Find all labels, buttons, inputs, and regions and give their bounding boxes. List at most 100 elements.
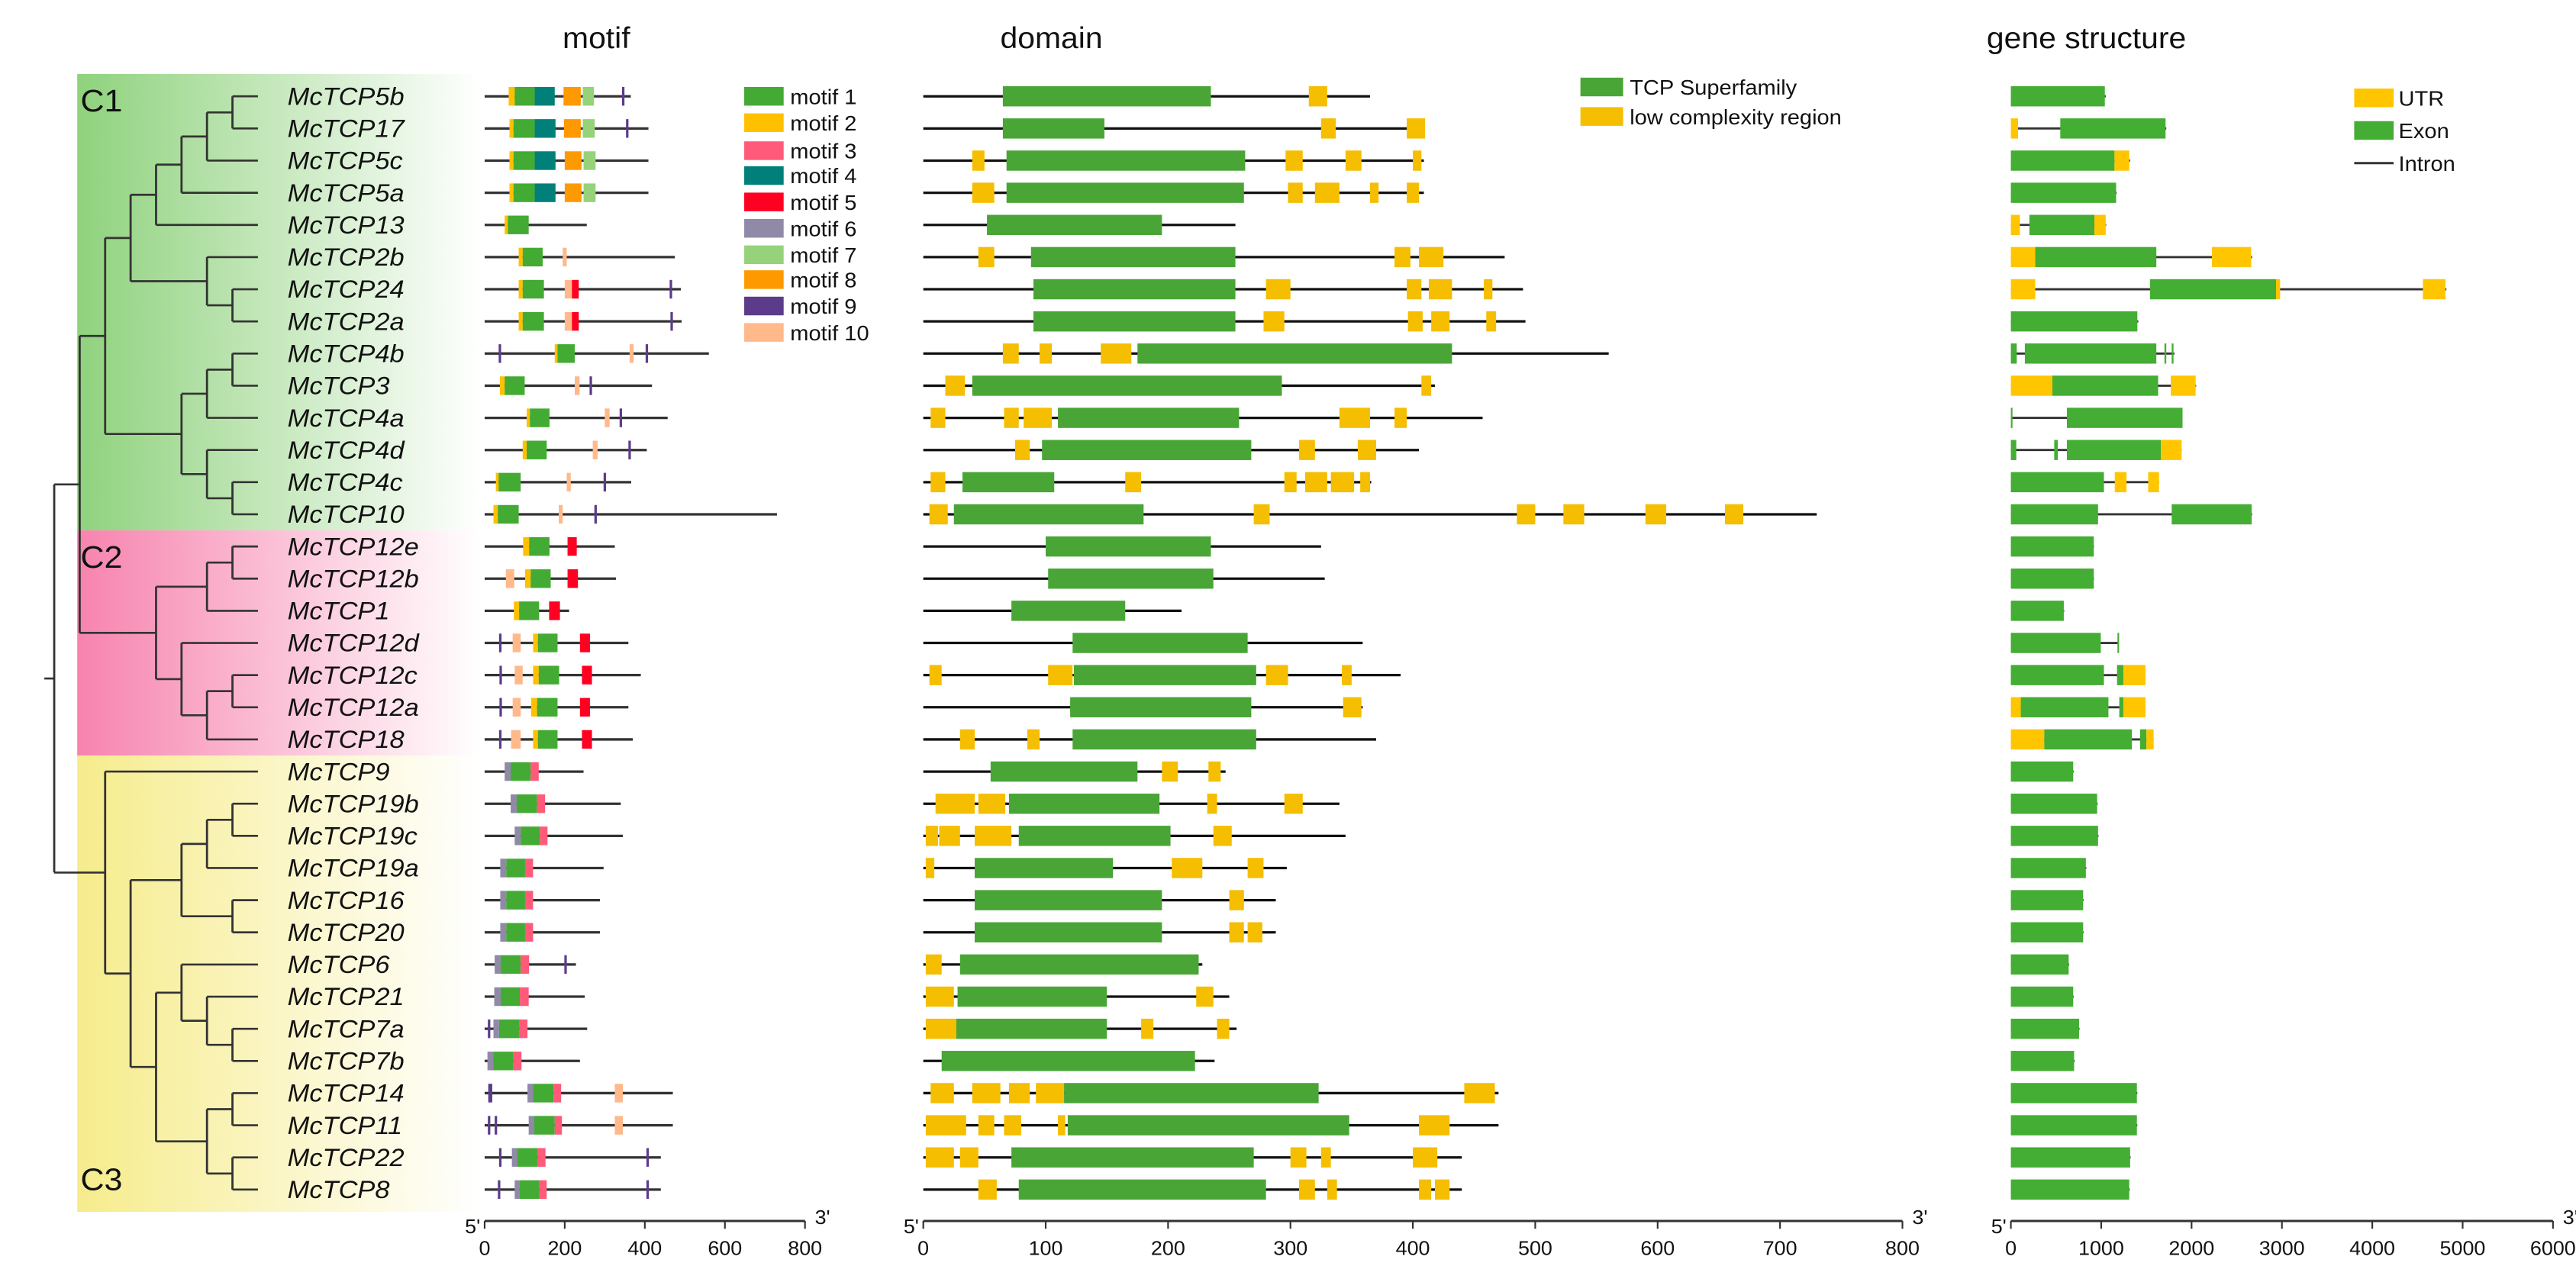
tcp-domain-block (1042, 440, 1252, 460)
motif-2-block (533, 730, 538, 749)
domain-row (923, 375, 1435, 396)
motif-9-block (488, 1116, 491, 1135)
motif-6-block (528, 1116, 535, 1135)
gene-name-label: McTCP17 (288, 115, 405, 143)
gene-name-label: McTCP5b (288, 83, 405, 111)
domain-row (923, 697, 1363, 718)
clade-c1-background (77, 73, 480, 531)
motif-9-block (499, 697, 502, 717)
gene-structure-row (2010, 311, 2139, 332)
domain-row (923, 279, 1523, 300)
tcp-domain-block (1006, 182, 1244, 203)
gene-name-label: McTCP22 (288, 1145, 405, 1172)
legend-swatch (1580, 107, 1623, 126)
motif-2-block (527, 408, 530, 427)
legend-label: UTR (2399, 86, 2445, 110)
gene-name-label: McTCP7b (288, 1048, 405, 1075)
tcp-domain-block (1137, 343, 1452, 364)
axis-tick-label: 0 (917, 1237, 929, 1259)
motif-1-block (522, 247, 543, 267)
low-complexity-block (1002, 343, 1019, 364)
domain-row (923, 343, 1609, 364)
gene-name-label: McTCP14 (288, 1080, 405, 1107)
motif-2-block (505, 215, 508, 234)
legend-swatch (2354, 89, 2394, 108)
motif-3-block (539, 1180, 547, 1200)
motif-1-block (534, 1116, 555, 1135)
low-complexity-block (1419, 1115, 1450, 1136)
legend-label: motif 5 (790, 191, 856, 214)
motif-1-block (498, 504, 519, 524)
tcp-domain-block (1011, 601, 1126, 621)
tcp-domain-block (953, 504, 1144, 525)
exon-block (2010, 472, 2104, 493)
exon-block (2010, 408, 2013, 428)
low-complexity-block (1247, 858, 1264, 878)
motif-row (484, 762, 584, 781)
domain-row (923, 85, 1370, 107)
legend-label: motif 1 (790, 85, 856, 108)
exon-block (2010, 182, 2117, 203)
motif-2-block (523, 536, 530, 556)
exon-block (2010, 986, 2074, 1007)
motif-2-block (518, 247, 523, 267)
legend-item-motif-4: motif 4 (744, 164, 856, 188)
motif-6-block (495, 955, 501, 974)
domain-row (923, 922, 1276, 942)
gene-name-label: McTCP7a (288, 1016, 405, 1043)
exon-block (2010, 954, 2069, 975)
domain-panel (923, 85, 1817, 1200)
exon-block (2117, 633, 2120, 653)
motif-9-block (646, 1180, 650, 1200)
legend-item-motif-5: motif 5 (744, 191, 856, 214)
utr-block (2171, 375, 2196, 396)
motif-9-block (628, 440, 631, 459)
motif-1-block (557, 344, 575, 363)
motif-9-block (495, 1116, 498, 1135)
motif-9-block (645, 344, 649, 363)
motif-9-block (619, 408, 623, 427)
clade-c3-background (77, 755, 480, 1213)
motif-10-block (563, 247, 567, 267)
motif-row (484, 119, 649, 138)
motif-row (484, 279, 682, 299)
gene-name-label: McTCP4c (288, 469, 403, 497)
low-complexity-block (929, 665, 942, 685)
domain-row (923, 1083, 1499, 1103)
tcp-domain-block (1072, 633, 1248, 653)
utr-block (2114, 150, 2129, 171)
axis-three-prime-label: 3' (1912, 1206, 1927, 1229)
gene-structure-row (2010, 536, 2094, 557)
axis-tick-label: 1000 (2078, 1237, 2124, 1259)
motif-1-block (506, 891, 525, 910)
motif-6-block (511, 1148, 517, 1167)
legend-item-motif-8: motif 8 (744, 268, 856, 292)
legend-label: motif 6 (790, 217, 856, 240)
axis-three-prime-label: 3' (2563, 1206, 2576, 1229)
motif-row (484, 86, 631, 106)
motif-6-block (511, 794, 517, 813)
exon-block (2010, 793, 2097, 814)
gene-structure-row (2010, 729, 2154, 750)
motif-9-block (498, 1180, 501, 1200)
utr-block (2114, 472, 2127, 493)
motif-1-block (527, 440, 547, 459)
gene-structure-row (2010, 986, 2074, 1007)
motif-8-block (564, 183, 582, 202)
low-complexity-block (1645, 504, 1667, 525)
domain-panel-title: domain (1000, 22, 1102, 55)
motif-1-block (498, 472, 521, 492)
motif-1-block (516, 794, 537, 813)
motif-row (484, 504, 777, 524)
motif-9-block (670, 311, 673, 331)
gene-structure-row (2010, 826, 2099, 846)
axis-tick-label: 600 (1640, 1237, 1675, 1259)
legend-label: motif 3 (790, 139, 856, 163)
motif-row (484, 1116, 673, 1135)
axis-tick-label: 3000 (2259, 1237, 2305, 1259)
motif-3-block (530, 762, 539, 781)
exon-block (2044, 729, 2133, 750)
motif-9-block (594, 504, 597, 524)
motif-7-block (583, 151, 596, 170)
motif-row (484, 472, 631, 492)
